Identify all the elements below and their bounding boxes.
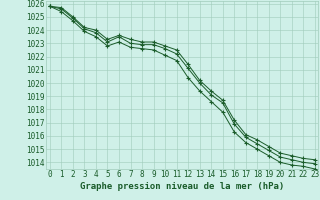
X-axis label: Graphe pression niveau de la mer (hPa): Graphe pression niveau de la mer (hPa) [80,182,284,191]
